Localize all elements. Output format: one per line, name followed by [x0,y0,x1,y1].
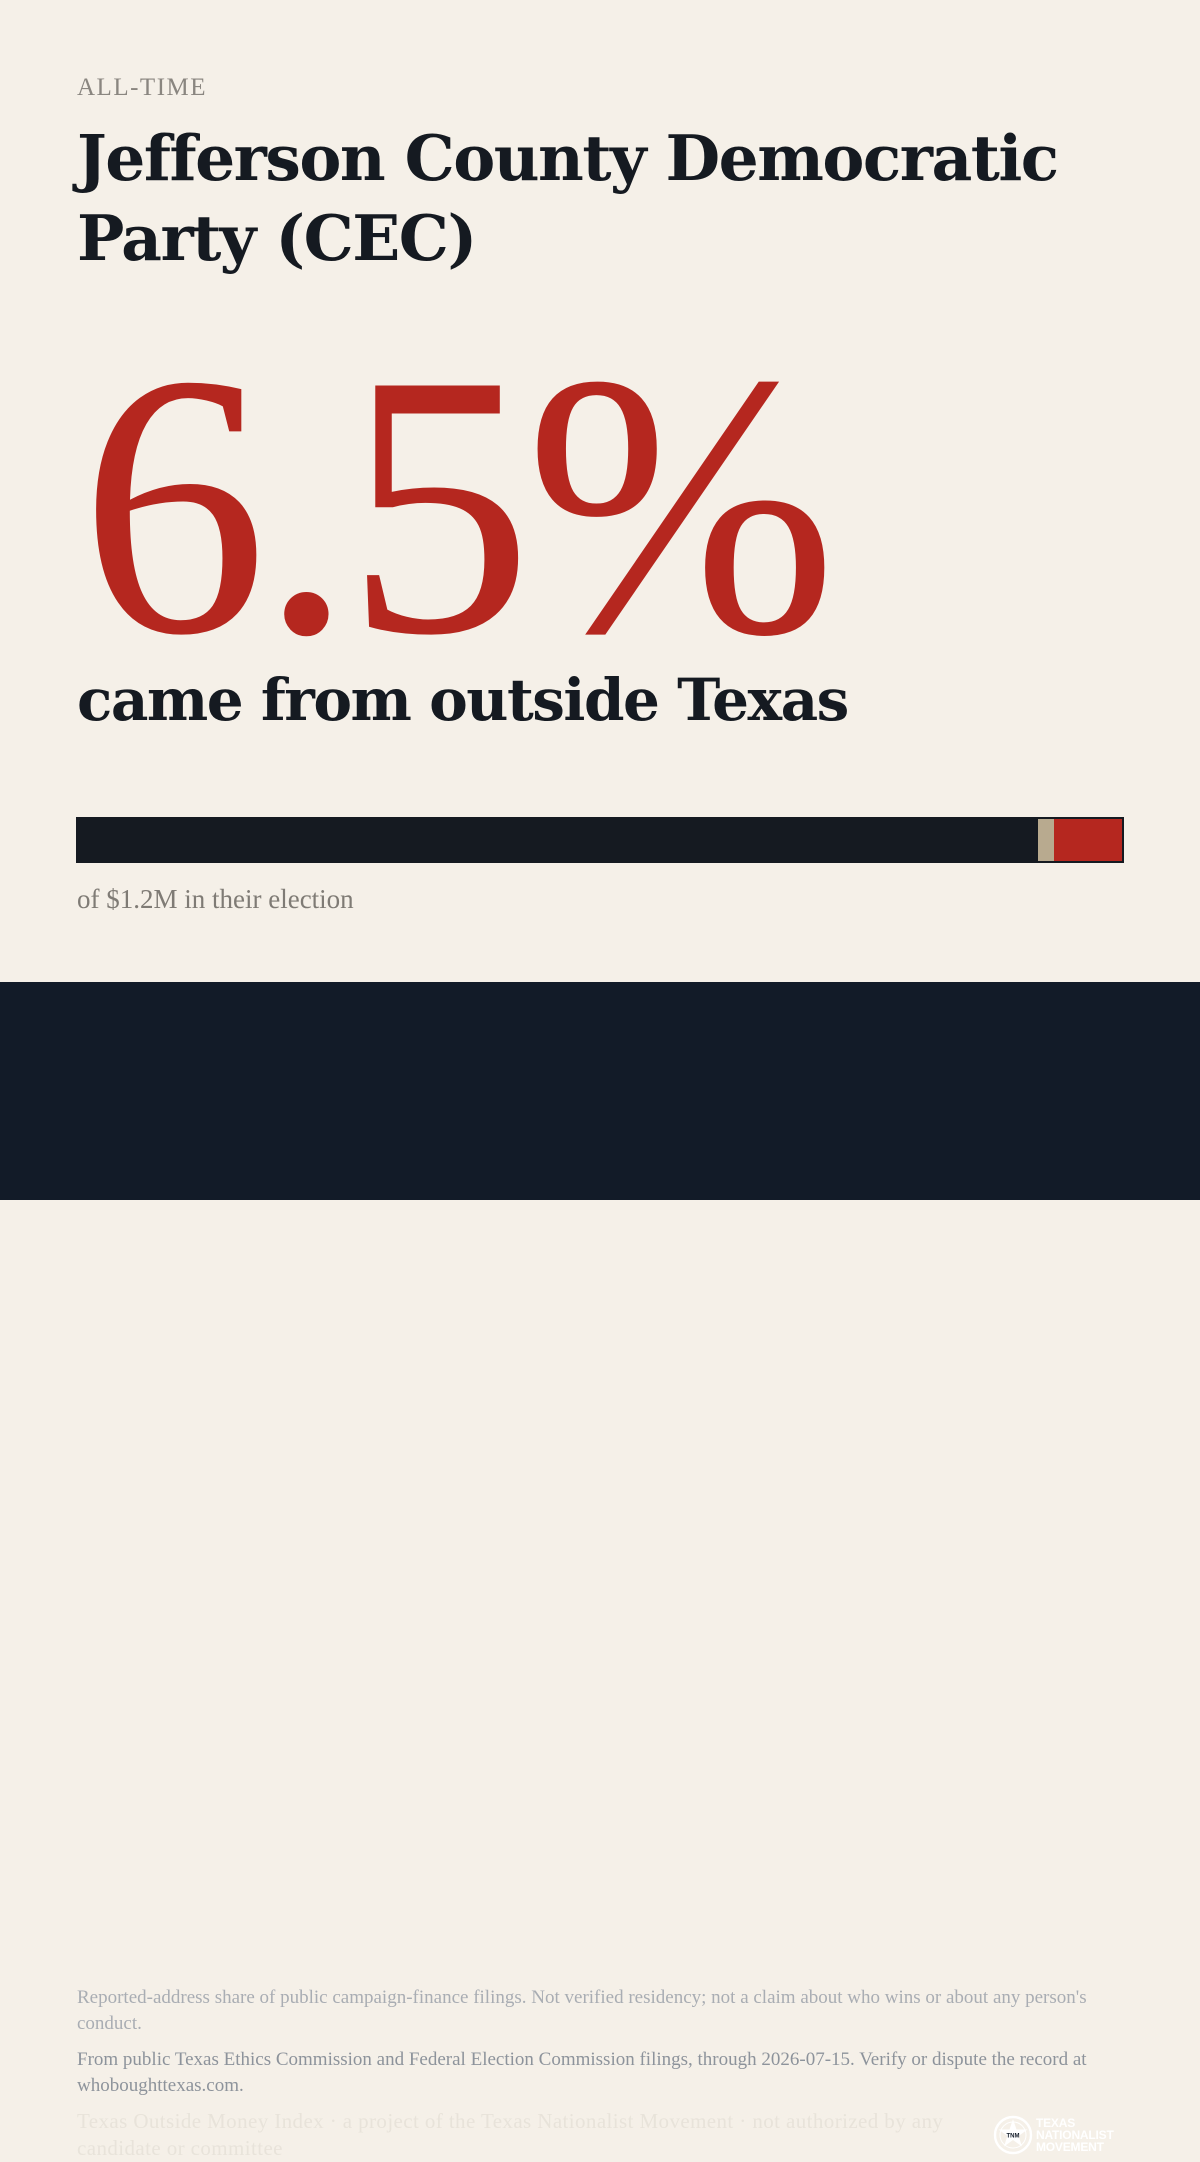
share-bar-out-of-state [1054,819,1122,861]
logo-line-1: TEXAS [1036,2116,1076,2130]
svg-text:TNM: TNM [1007,2134,1020,2140]
footer-credit: Texas Outside Money Index · a project of… [77,2109,944,2160]
time-range-label: ALL-TIME [77,74,208,101]
out-of-state-percent: 6.5% [80,298,837,713]
main-panel: ALL-TIME Jefferson County Democratic Par… [0,0,1200,982]
footer-disclaimer: Reported-address share of public campaig… [77,1987,1087,2034]
share-bar-unknown [1038,819,1055,861]
tnm-logo: TNM TEXAS NATIONALIST MOVEMENT [993,2112,1128,2158]
share-bar-in-state [78,819,1039,861]
logo-line-3: MOVEMENT [1036,2140,1104,2154]
total-amount-caption: of $1.2M in their election [77,884,354,914]
share-bar [76,817,1124,863]
star-seal-icon: TNM [993,2115,1033,2155]
footer: Reported-address share of public campaig… [0,982,1200,2160]
footer-source: From public Texas Ethics Commission and … [77,2049,1087,2096]
percent-caption: came from outside Texas [77,666,849,734]
committee-title: Jefferson County Democratic Party (CEC) [77,121,1059,275]
logo-line-2: NATIONALIST [1036,2128,1114,2142]
